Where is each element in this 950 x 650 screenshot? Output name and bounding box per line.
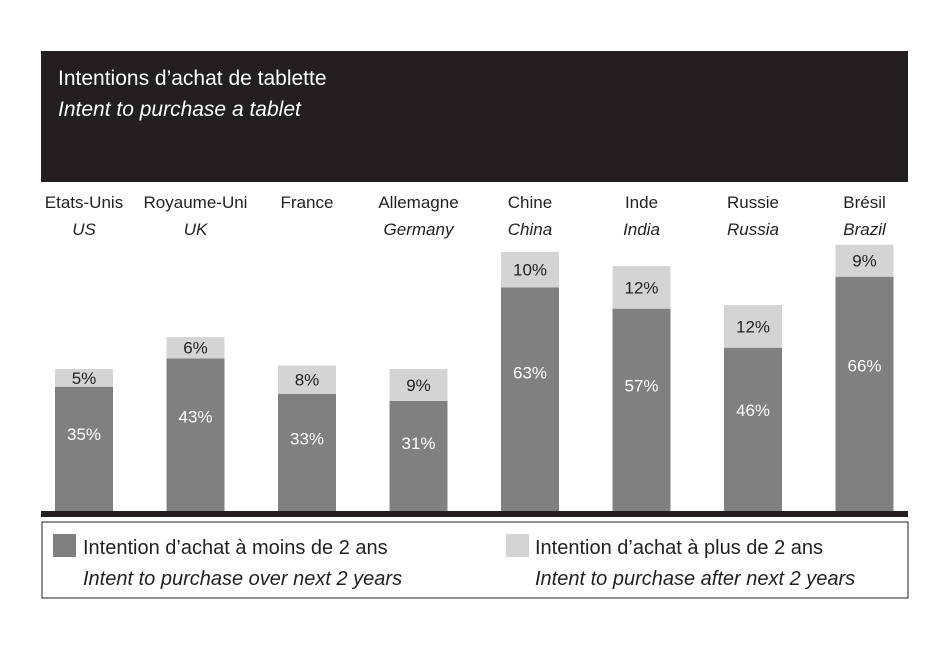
bar-near-4 [501,287,559,511]
category-label-fr-1: Royaume-Uni [144,193,248,212]
category-labels: Etats-Unis US Royaume-Uni UK France Allemagne… [45,193,887,239]
bar-far-5 [612,266,671,309]
category-label-en-3: Germany [384,220,455,239]
value-label-far-0: 5% [72,369,97,388]
category-label-en-6: Russia [727,220,779,239]
value-label-far-6: 12% [736,317,770,336]
value-label-near-6: 46% [736,401,770,420]
legend-swatch-near [53,534,76,557]
bar-far-0 [55,369,113,387]
category-label-fr-5: Inde [625,193,658,212]
value-label-far-3: 9% [406,376,431,395]
chart-header [41,51,908,182]
value-label-near-1: 43% [178,407,212,426]
value-label-far-7: 9% [852,252,877,271]
bar-far-4 [501,251,559,288]
value-label-near-4: 63% [513,363,547,382]
value-label-far-1: 6% [183,339,208,358]
bar-far-6 [724,305,782,348]
bar-near-5 [612,308,671,511]
value-label-near-0: 35% [67,425,101,444]
value-label-near-7: 66% [847,357,881,376]
value-label-far-2: 8% [295,371,320,390]
category-label-en-0: US [72,220,96,239]
bar-near-3 [389,400,448,511]
category-label-fr-4: Chine [508,193,552,212]
legend-swatch-far [506,534,529,557]
category-label-fr-7: Brésil [843,193,886,212]
legend-label-near-fr: Intention d’achat à moins de 2 ans [83,537,388,559]
bar-near-7 [835,276,894,511]
category-label-fr-6: Russie [727,193,779,212]
chart-title: Intentions d’achat de tablette [58,67,327,90]
value-label-far-4: 10% [513,261,547,280]
bar-far-2 [278,365,336,394]
value-label-near-5: 57% [624,377,658,396]
chart-subtitle: Intent to purchase a tablet [58,98,302,121]
category-label-fr-0: Etats-Unis [45,193,123,212]
legend-label-far-en: Intent to purchase after next 2 years [535,568,855,590]
value-label-far-5: 12% [624,278,658,297]
bar-near-0 [55,386,113,511]
legend-label-far-fr: Intention d’achat à plus de 2 ans [535,537,823,559]
legend-label-near-en: Intent to purchase over next 2 years [83,568,402,590]
category-label-fr-2: France [281,193,334,212]
value-label-near-2: 33% [290,429,324,448]
bars-layer: 35% 5% 43% 6% 33% 8% 31% 9% 63% 10% 57% 12% 46% 12% 66… [55,244,894,511]
category-label-en-4: China [508,220,552,239]
legend: Intention d’achat à moins de 2 ans Inten… [41,521,909,599]
category-label-en-5: India [623,220,660,239]
bar-far-3 [389,369,448,401]
bar-near-1 [166,358,225,511]
category-label-en-7: Brazil [843,220,887,239]
category-label-fr-3: Allemagne [378,193,458,212]
bar-far-1 [166,337,225,359]
bar-near-6 [724,347,782,511]
category-label-en-1: UK [184,220,208,239]
value-label-near-3: 31% [401,434,435,453]
legend-box [41,521,909,599]
bar-near-2 [278,393,336,511]
bar-far-7 [835,244,894,277]
